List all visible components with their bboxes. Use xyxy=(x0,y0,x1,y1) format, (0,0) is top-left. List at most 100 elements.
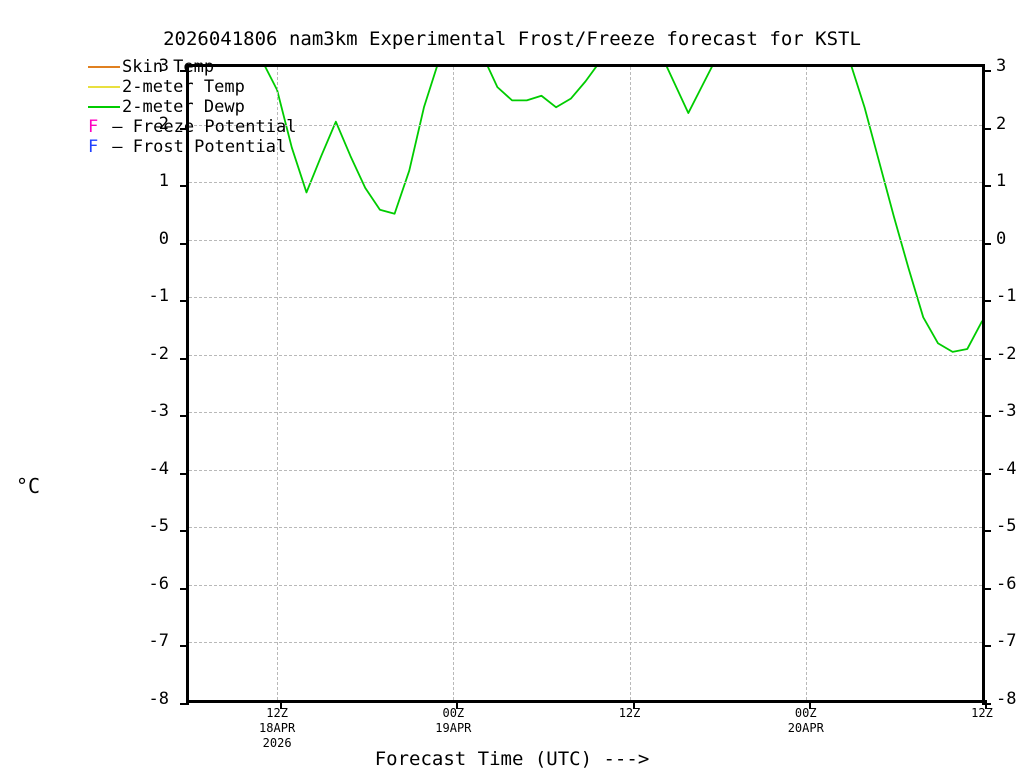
x-tick-label-line: 00Z xyxy=(794,706,817,720)
legend-symbol-label: — Frost Potential xyxy=(102,137,287,157)
legend-item-3: F — Freeze Potential xyxy=(88,117,388,137)
x-gridline xyxy=(453,67,455,700)
y-tick-label-left: 2 xyxy=(158,113,169,134)
x-tick xyxy=(280,700,283,709)
y-tick-label-left: -6 xyxy=(148,573,169,594)
y-tick-right xyxy=(982,645,991,648)
y-tick-label-left: -8 xyxy=(148,689,169,709)
x-axis-title: Forecast Time (UTC) ---> xyxy=(374,748,650,770)
y-tick-left xyxy=(180,645,189,648)
y-tick-left xyxy=(180,300,189,303)
series-layer xyxy=(264,67,982,353)
y-tick-label-right: -4 xyxy=(996,458,1017,479)
y-tick-label-right: -3 xyxy=(996,401,1017,422)
y-tick-label-left: -1 xyxy=(148,286,169,307)
series-line-2 xyxy=(264,67,982,353)
y-tick-label-right: -6 xyxy=(996,573,1017,594)
y-tick-label-left: -7 xyxy=(148,631,169,652)
legend-item-1: 2-meter Temp xyxy=(88,77,388,97)
y-tick-left xyxy=(180,242,189,245)
y-tick-left xyxy=(180,587,189,590)
x-tick-label-line: 2026 xyxy=(262,736,292,750)
y-tick-right xyxy=(982,415,991,418)
legend-item-label: F — Freeze Potential xyxy=(88,117,296,137)
x-gridline xyxy=(805,67,807,700)
y-tick-right xyxy=(982,472,991,475)
y-tick-left xyxy=(180,127,189,130)
y-tick-right xyxy=(982,530,991,533)
y-gridline xyxy=(189,584,982,586)
y-tick-label-left: 3 xyxy=(158,56,169,76)
plot-inner xyxy=(189,67,982,700)
y-gridline xyxy=(189,469,982,471)
y-tick-label-left: -3 xyxy=(148,401,169,422)
y-tick-label-right: -1 xyxy=(996,286,1017,307)
legend-color-swatch xyxy=(88,86,120,88)
y-tick-left xyxy=(180,415,189,418)
y-tick-right xyxy=(982,185,991,188)
y-gridline xyxy=(189,527,982,529)
legend-symbol-glyph: F xyxy=(88,117,99,137)
page-title: 2026041806 nam3km Experimental Frost/Fre… xyxy=(163,28,861,50)
y-tick-label-right: 3 xyxy=(996,56,1007,76)
legend-item-4: F — Frost Potential xyxy=(88,137,388,157)
legend-color-swatch xyxy=(88,66,120,68)
x-tick-label: 00Z 19APR xyxy=(408,706,498,736)
x-gridline xyxy=(629,67,631,700)
legend-item-label: 2-meter Temp xyxy=(122,77,245,97)
legend-symbol-label: — Freeze Potential xyxy=(102,117,297,137)
legend-color-swatch xyxy=(88,106,120,108)
legend-item-label: Skin Temp xyxy=(122,57,215,77)
y-tick-label-right: -2 xyxy=(996,343,1017,364)
y-gridline xyxy=(189,412,982,414)
x-tick-label: 12Z xyxy=(937,706,1024,721)
y-tick-label-right: -7 xyxy=(996,631,1017,652)
y-tick-right xyxy=(982,127,991,130)
x-tick-label-line: 12Z xyxy=(266,706,288,720)
x-tick-label: 12Z xyxy=(585,706,675,721)
y-tick-label-left: 1 xyxy=(158,171,169,192)
x-tick xyxy=(808,700,811,709)
x-gridline xyxy=(277,67,279,700)
y-tick-label-right: -8 xyxy=(996,689,1017,709)
y-gridline xyxy=(189,297,982,299)
y-gridline xyxy=(189,642,982,644)
y-tick-left xyxy=(180,530,189,533)
y-tick-right xyxy=(982,70,991,72)
legend-item-0: Skin Temp xyxy=(88,57,388,77)
legend-item-label: F — Frost Potential xyxy=(88,137,286,157)
y-tick-label-right: 2 xyxy=(996,113,1007,134)
plot-area xyxy=(180,64,991,709)
y-gridline xyxy=(189,182,982,184)
y-tick-left xyxy=(180,472,189,475)
x-tick-label: 00Z 20APR xyxy=(761,706,851,736)
y-tick-label-right: 0 xyxy=(996,228,1007,249)
y-gridline xyxy=(189,354,982,356)
y-tick-label-left: -4 xyxy=(148,458,169,479)
y-tick-right xyxy=(982,357,991,360)
x-tick xyxy=(632,700,635,709)
y-tick-label-left: 0 xyxy=(158,228,169,249)
y-tick-right xyxy=(982,242,991,245)
y-tick-label-left: -2 xyxy=(148,343,169,364)
y-axis-title: °C xyxy=(16,474,41,498)
legend-symbol-glyph: F xyxy=(88,137,99,157)
y-tick-label-left: -5 xyxy=(148,516,169,537)
y-tick-left xyxy=(180,357,189,360)
x-tick-label: 12Z 18APR 2026 xyxy=(232,706,322,751)
y-tick-left xyxy=(180,70,189,72)
x-tick-label-line: 00Z xyxy=(442,706,465,720)
x-tick-label-line: 20APR xyxy=(787,721,824,735)
y-gridline xyxy=(189,239,982,241)
y-tick-label-right: -5 xyxy=(996,516,1017,537)
x-tick-label-line: 12Z xyxy=(618,706,641,720)
x-tick xyxy=(456,700,459,709)
y-tick-left xyxy=(180,185,189,188)
legend-item-label: 2-meter Dewp xyxy=(122,97,245,117)
x-tick-label-line: 18APR xyxy=(259,721,296,735)
legend: Skin Temp 2-meter Temp 2-meter Dewp F — Fre… xyxy=(88,57,388,157)
y-tick-right xyxy=(982,587,991,590)
x-tick xyxy=(985,700,987,709)
legend-item-2: 2-meter Dewp xyxy=(88,97,388,117)
